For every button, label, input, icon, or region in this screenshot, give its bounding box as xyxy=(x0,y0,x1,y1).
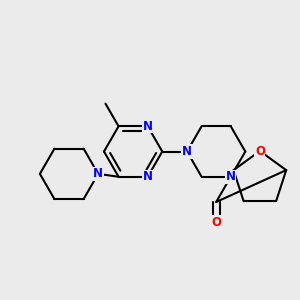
Text: N: N xyxy=(226,170,236,183)
Text: N: N xyxy=(143,170,153,183)
Text: O: O xyxy=(255,145,265,158)
Text: N: N xyxy=(182,145,192,158)
Text: O: O xyxy=(211,216,221,229)
Text: N: N xyxy=(143,120,153,133)
Text: N: N xyxy=(93,167,103,180)
